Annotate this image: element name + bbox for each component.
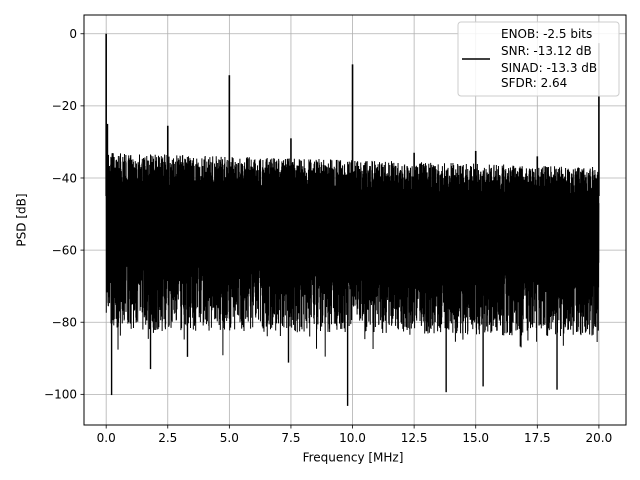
legend-entry-enob: ENOB: -2.5 bits xyxy=(501,27,592,41)
legend-box xyxy=(457,21,620,97)
legend: ENOB: -2.5 bits SNR: -13.12 dB SINAD: -1… xyxy=(457,21,620,97)
x-tick-label: 15.0 xyxy=(462,431,489,445)
legend-entry-sfdr: SFDR: 2.64 xyxy=(501,76,567,90)
x-tick-label: 10.0 xyxy=(339,431,366,445)
x-tick-label: 17.5 xyxy=(524,431,551,445)
y-tick-label: 0 xyxy=(69,27,77,41)
x-axis-label: Frequency [MHz] xyxy=(303,451,404,465)
y-tick-label: −60 xyxy=(52,243,77,257)
x-tick-label: 12.5 xyxy=(401,431,428,445)
x-tick-label: 20.0 xyxy=(586,431,613,445)
y-axis-label: PSD [dB] xyxy=(15,193,29,246)
x-tick-label: 5.0 xyxy=(220,431,239,445)
y-tick-label: −100 xyxy=(44,388,77,402)
legend-entry-snr: SNR: -13.12 dB xyxy=(501,44,592,58)
psd-series xyxy=(105,33,600,406)
y-tick-label: −20 xyxy=(52,99,77,113)
x-tick-label: 7.5 xyxy=(281,431,300,445)
x-tick-label: 0.0 xyxy=(97,431,116,445)
y-tick-label: −80 xyxy=(52,316,77,330)
axis-ticks: 0.0 2.5 5.0 7.5 10.0 12.5 15.0 17.5 20.0 0 −20 −40 −… xyxy=(44,27,612,445)
y-tick-label: −40 xyxy=(52,171,77,185)
plot-frame xyxy=(83,14,627,426)
legend-entry-sinad: SINAD: -13.3 dB xyxy=(501,61,597,75)
x-tick-label: 2.5 xyxy=(158,431,177,445)
